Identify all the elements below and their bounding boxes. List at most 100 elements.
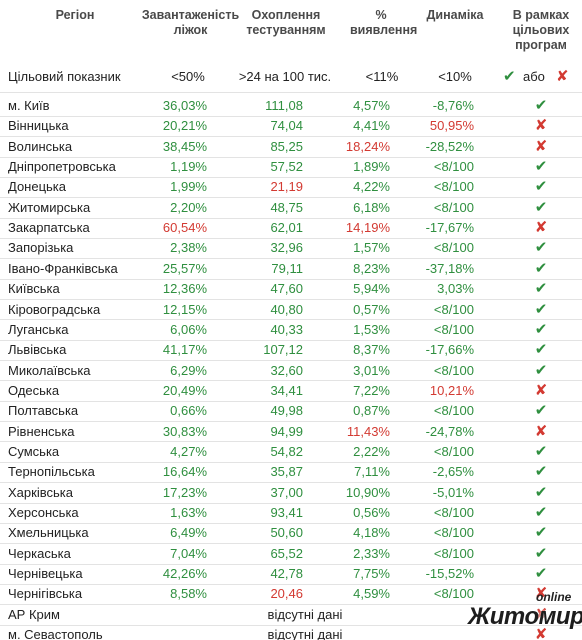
row-divider	[0, 339, 582, 341]
metric-value: <8/100	[433, 403, 474, 419]
check-icon: ✔	[534, 280, 548, 298]
column-header: В рамках цільових програм	[512, 8, 570, 52]
metric-value: 35,87	[270, 464, 303, 480]
metric-value: 2,33%	[353, 545, 390, 561]
metric-value: 3,01%	[353, 362, 390, 378]
metric-value: 107,12	[263, 342, 303, 358]
row-divider	[0, 441, 582, 443]
metric-value: 41,17%	[162, 342, 207, 358]
metric-value: 32,60	[270, 362, 303, 378]
metric-value: -28,52%	[425, 138, 474, 154]
check-icon: ✔	[534, 442, 548, 460]
metric-value: -17,66%	[425, 342, 474, 358]
region-name: Чернігівська	[8, 586, 83, 602]
metric-value: 4,41%	[353, 118, 390, 134]
region-name: АР Крим	[8, 606, 60, 622]
check-icon: ✔	[534, 524, 548, 542]
region-name: Івано-Франківська	[8, 260, 118, 276]
region-name: Житомирська	[8, 199, 91, 215]
row-divider	[0, 299, 582, 300]
row-divider	[0, 176, 582, 178]
metric-value: 1,53%	[353, 321, 390, 337]
metric-value: 50,95%	[429, 118, 474, 134]
column-header: Завантаженість ліжок	[141, 8, 240, 37]
row-divider	[0, 156, 582, 158]
metric-value: 6,18%	[353, 199, 390, 215]
row-divider	[0, 197, 582, 199]
metric-value: 40,80	[270, 301, 303, 317]
metric-value: 25,57%	[162, 260, 207, 276]
check-icon: ✔	[534, 158, 548, 176]
metric-value: <8/100	[433, 321, 474, 337]
check-icon: ✔	[534, 300, 548, 318]
metric-value: 93,41	[270, 505, 303, 520]
metric-value: 10,90%	[345, 484, 390, 500]
region-name: м. Київ	[8, 98, 50, 113]
metric-value: <8/100	[433, 199, 474, 215]
check-icon: ✔	[534, 259, 548, 277]
region-name: Хмельницька	[8, 525, 89, 541]
metric-value: 18,24%	[345, 138, 390, 154]
check-icon: ✔	[534, 97, 548, 114]
region-name: Тернопільська	[8, 464, 95, 480]
region-name: Сумська	[8, 443, 60, 459]
row-divider	[0, 136, 582, 138]
metric-value: 42,26%	[162, 566, 207, 582]
region-name: Черкаська	[8, 545, 71, 561]
metric-value: 21,19	[270, 179, 303, 195]
metric-value: 0,66%	[170, 403, 207, 419]
metric-value: -8,76%	[432, 98, 474, 113]
cross-icon: ✘	[534, 585, 548, 603]
row-divider	[0, 278, 582, 280]
metric-value: 6,06%	[170, 321, 207, 337]
row-divider	[0, 400, 582, 402]
region-name: Миколаївська	[8, 362, 91, 378]
check-icon: ✔	[534, 402, 548, 420]
metric-value: 14,19%	[345, 220, 390, 236]
metric-value: -37,18%	[425, 260, 474, 276]
metric-value: 85,25	[270, 138, 303, 154]
watermark-city: Житомир	[468, 603, 582, 630]
region-name: Волинська	[8, 138, 73, 154]
metric-value: <8/100	[433, 525, 474, 541]
check-icon: ✔	[534, 320, 548, 338]
metric-value: 0,56%	[353, 505, 390, 520]
row-divider	[0, 522, 582, 524]
metric-value: 1,99%	[170, 179, 207, 195]
cross-icon: ✘	[534, 381, 548, 399]
metric-value: 12,15%	[162, 301, 207, 317]
row-divider	[0, 92, 582, 93]
metric-value: 57,52	[270, 159, 303, 175]
cross-icon: ✘	[534, 422, 548, 440]
metric-value: 4,59%	[353, 586, 390, 602]
metric-value: 54,82	[270, 443, 303, 459]
row-divider	[0, 502, 582, 504]
cross-icon: ✘	[534, 605, 548, 623]
metric-value: 4,18%	[353, 525, 390, 541]
metric-value: -15,52%	[425, 566, 474, 582]
target-yes: ✔	[503, 68, 516, 85]
metric-value: 79,11	[271, 260, 303, 276]
metric-value: 111,08	[265, 98, 303, 113]
missing-data: відсутні дані	[267, 606, 343, 622]
row-divider	[0, 360, 582, 362]
metric-value: 8,58%	[170, 586, 207, 602]
metric-value: 48,75	[270, 199, 303, 215]
metric-value: 20,49%	[162, 382, 207, 398]
metric-value: 8,37%	[353, 342, 390, 358]
metric-value: 37,00	[270, 484, 303, 500]
metric-value: 4,22%	[353, 179, 390, 195]
row-divider	[0, 237, 582, 239]
check-icon: ✔	[534, 483, 548, 501]
region-name: Вінницька	[8, 118, 69, 134]
metric-value: 74,04	[270, 118, 303, 134]
metric-value: 94,99	[270, 423, 303, 439]
check-icon: ✔	[534, 544, 548, 562]
metric-value: 65,52	[270, 545, 303, 561]
watermark-suffix: online	[536, 590, 572, 604]
row-divider	[0, 604, 582, 606]
cross-icon: ✘	[534, 626, 548, 640]
check-icon: ✔	[534, 504, 548, 521]
region-name: Херсонська	[8, 505, 79, 520]
metric-value: 4,57%	[353, 98, 390, 113]
